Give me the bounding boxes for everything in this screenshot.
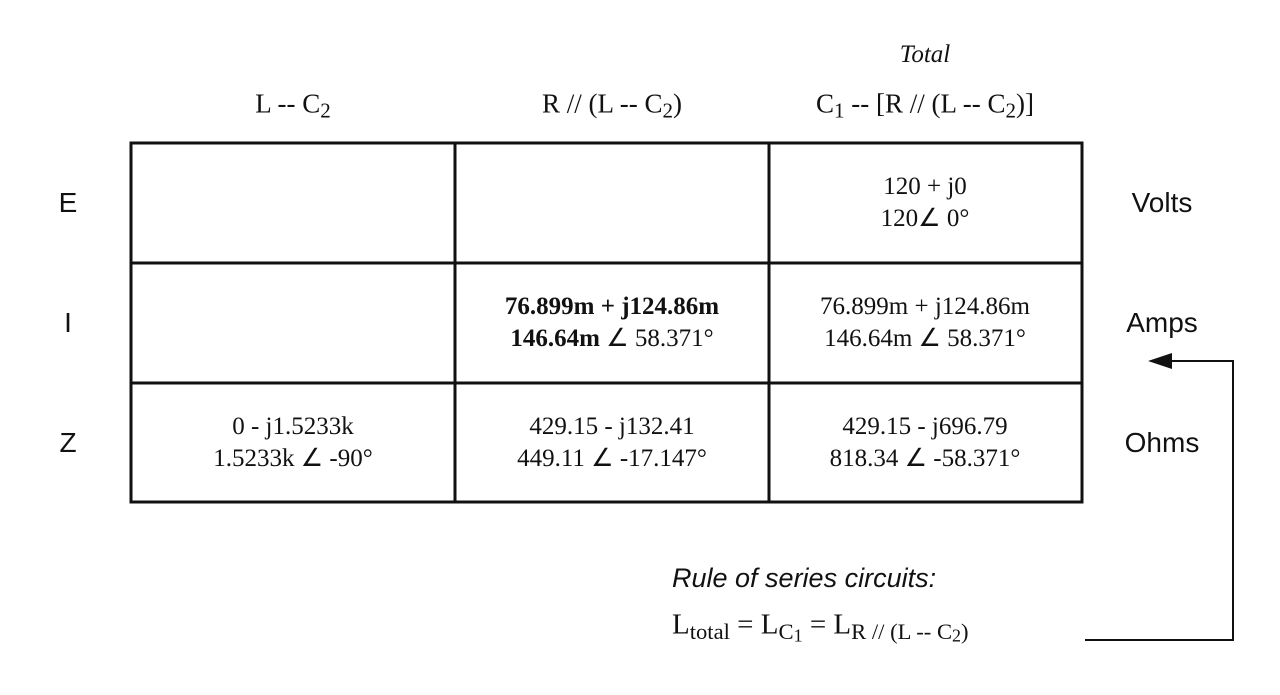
cell: 76.899m + j124.86m 146.64m ∠ 58.371° xyxy=(505,291,719,355)
cell: 120 + j0 120∠ 0° xyxy=(881,171,970,235)
cell-line: 449.11 ∠ -17.147° xyxy=(517,443,707,475)
table-border xyxy=(129,141,1084,504)
text-part: 429.15 - j696.79 xyxy=(842,413,1008,440)
row-label: E xyxy=(58,187,78,218)
text-part: total xyxy=(689,619,730,645)
cell: 429.15 - j132.41 449.11 ∠ -17.147° xyxy=(517,411,707,475)
text-part: 2 xyxy=(662,98,674,123)
text-part: 1 xyxy=(793,625,803,646)
text-part: 76.899m + j124.86m xyxy=(504,293,720,320)
text-part: 76.899m + j124.86m xyxy=(820,293,1030,320)
row-unit: Volts xyxy=(1131,187,1193,218)
cell-line: 146.64m ∠ 58.371° xyxy=(820,323,1030,355)
text-part: 449.11 ∠ -17.147° xyxy=(517,445,707,472)
cell: 0 - j1.5233k 1.5233k ∠ -90° xyxy=(213,411,373,475)
text-part: 1 xyxy=(834,98,845,123)
total-label: Total xyxy=(899,41,951,68)
arrow-line xyxy=(1085,360,1234,641)
rule-title: Rule of series circuits: xyxy=(672,563,937,593)
text-part: 2 xyxy=(320,98,331,123)
text-part: R // (L -- C xyxy=(851,619,953,645)
cell: 76.899m + j124.86m 146.64m ∠ 58.371° xyxy=(820,291,1030,355)
text-part: 120∠ 0° xyxy=(880,205,970,232)
cell-line: 429.15 - j696.79 xyxy=(830,411,1021,443)
row-unit: Ohms xyxy=(1124,427,1200,458)
text-part: ∠ 58.371° xyxy=(599,325,714,352)
cell-line: 76.899m + j124.86m xyxy=(505,291,719,323)
column-header: L -- C2 xyxy=(255,87,331,126)
row-label: Z xyxy=(59,427,77,458)
text-part: = L xyxy=(802,608,852,641)
text-part: R // (L -- C xyxy=(541,88,663,119)
text-part: L xyxy=(672,608,690,641)
text-part: 429.15 - j132.41 xyxy=(529,413,695,440)
text-part: 120 + j0 xyxy=(883,173,967,200)
cell-line: 0 - j1.5233k xyxy=(213,411,373,443)
text-part: C xyxy=(778,619,794,645)
cell-line: 429.15 - j132.41 xyxy=(517,411,707,443)
text-part: 2 xyxy=(952,625,962,646)
cell-line: 76.899m + j124.86m xyxy=(820,291,1030,323)
row-label: I xyxy=(64,307,72,338)
cell-line: 120 + j0 xyxy=(881,171,970,203)
text-part: )] xyxy=(1016,88,1035,119)
text-part: 818.34 ∠ -58.371° xyxy=(829,445,1021,472)
cell: 429.15 - j696.79 818.34 ∠ -58.371° xyxy=(830,411,1021,475)
text-part: = L xyxy=(729,608,779,641)
text-part: L -- C xyxy=(255,88,321,119)
cell-line: 818.34 ∠ -58.371° xyxy=(830,443,1021,475)
text-part: C xyxy=(815,88,834,119)
text-part: 1.5233k ∠ -90° xyxy=(213,445,373,472)
rule-formula: Ltotal = LC1 = LR // (L -- C2) xyxy=(672,608,969,651)
text-part: -- [R // (L -- C xyxy=(844,88,1006,119)
column-header: R // (L -- C2) xyxy=(542,87,682,126)
text-part: 146.64m ∠ 58.371° xyxy=(824,325,1026,352)
cell-line: 1.5233k ∠ -90° xyxy=(213,443,373,475)
cell-line: 146.64m ∠ 58.371° xyxy=(505,323,719,355)
column-header: C1 -- [R // (L -- C2)] xyxy=(816,87,1034,126)
text-part: ) xyxy=(673,88,683,119)
arrow-head xyxy=(1148,353,1172,369)
text-part: 146.64m xyxy=(510,325,600,352)
cell-line: 120∠ 0° xyxy=(881,203,970,235)
text-part: 2 xyxy=(1005,98,1017,123)
text-part: 0 - j1.5233k xyxy=(232,413,354,440)
text-part: ) xyxy=(961,619,969,645)
row-unit: Amps xyxy=(1126,307,1198,338)
